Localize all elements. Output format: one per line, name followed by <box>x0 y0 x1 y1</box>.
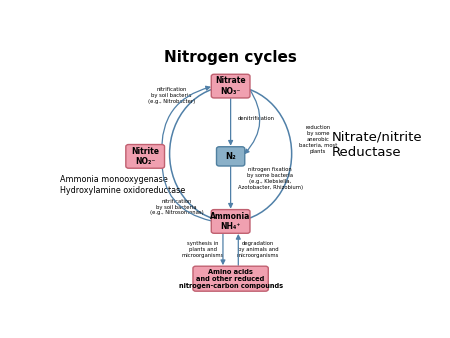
FancyBboxPatch shape <box>211 74 250 98</box>
Text: degradation
by animals and
microorganisms: degradation by animals and microorganism… <box>237 241 279 258</box>
Text: Ammonia monooxygenase
Hydroxylamine oxidoreductase: Ammonia monooxygenase Hydroxylamine oxid… <box>60 175 185 195</box>
FancyBboxPatch shape <box>126 145 165 168</box>
Text: nitrogen fixation
by some bacteria
(e.g., Klebsiella,
Azotobacter, Rhizobium): nitrogen fixation by some bacteria (e.g.… <box>238 167 303 190</box>
Text: nitrification
by soil bacteria
(e.g., Nitrosomonas): nitrification by soil bacteria (e.g., Ni… <box>150 199 203 215</box>
Text: Ammonia
NH₄⁺: Ammonia NH₄⁺ <box>211 212 251 231</box>
Text: nitrification
by soil bacteria
(e.g., Nitrobacter): nitrification by soil bacteria (e.g., Ni… <box>148 87 195 103</box>
Text: synthesis in
plants and
microorganisms: synthesis in plants and microorganisms <box>181 241 224 258</box>
FancyBboxPatch shape <box>216 147 245 166</box>
FancyBboxPatch shape <box>211 210 250 233</box>
Text: Amino acids
and other reduced
nitrogen-carbon compounds: Amino acids and other reduced nitrogen-c… <box>179 269 283 289</box>
Text: Nitrate/nitrite
Reductase: Nitrate/nitrite Reductase <box>332 131 423 159</box>
Text: denitrification: denitrification <box>238 116 274 121</box>
Text: Nitrogen cycles: Nitrogen cycles <box>164 50 297 65</box>
Text: Nitrite
NO₂⁻: Nitrite NO₂⁻ <box>131 147 159 166</box>
Text: N₂: N₂ <box>225 152 236 161</box>
FancyBboxPatch shape <box>193 266 268 291</box>
Text: Nitrate
NO₃⁻: Nitrate NO₃⁻ <box>215 76 246 96</box>
Text: reduction
by some
anerobic
bacteria, most
plants: reduction by some anerobic bacteria, mos… <box>299 125 337 153</box>
